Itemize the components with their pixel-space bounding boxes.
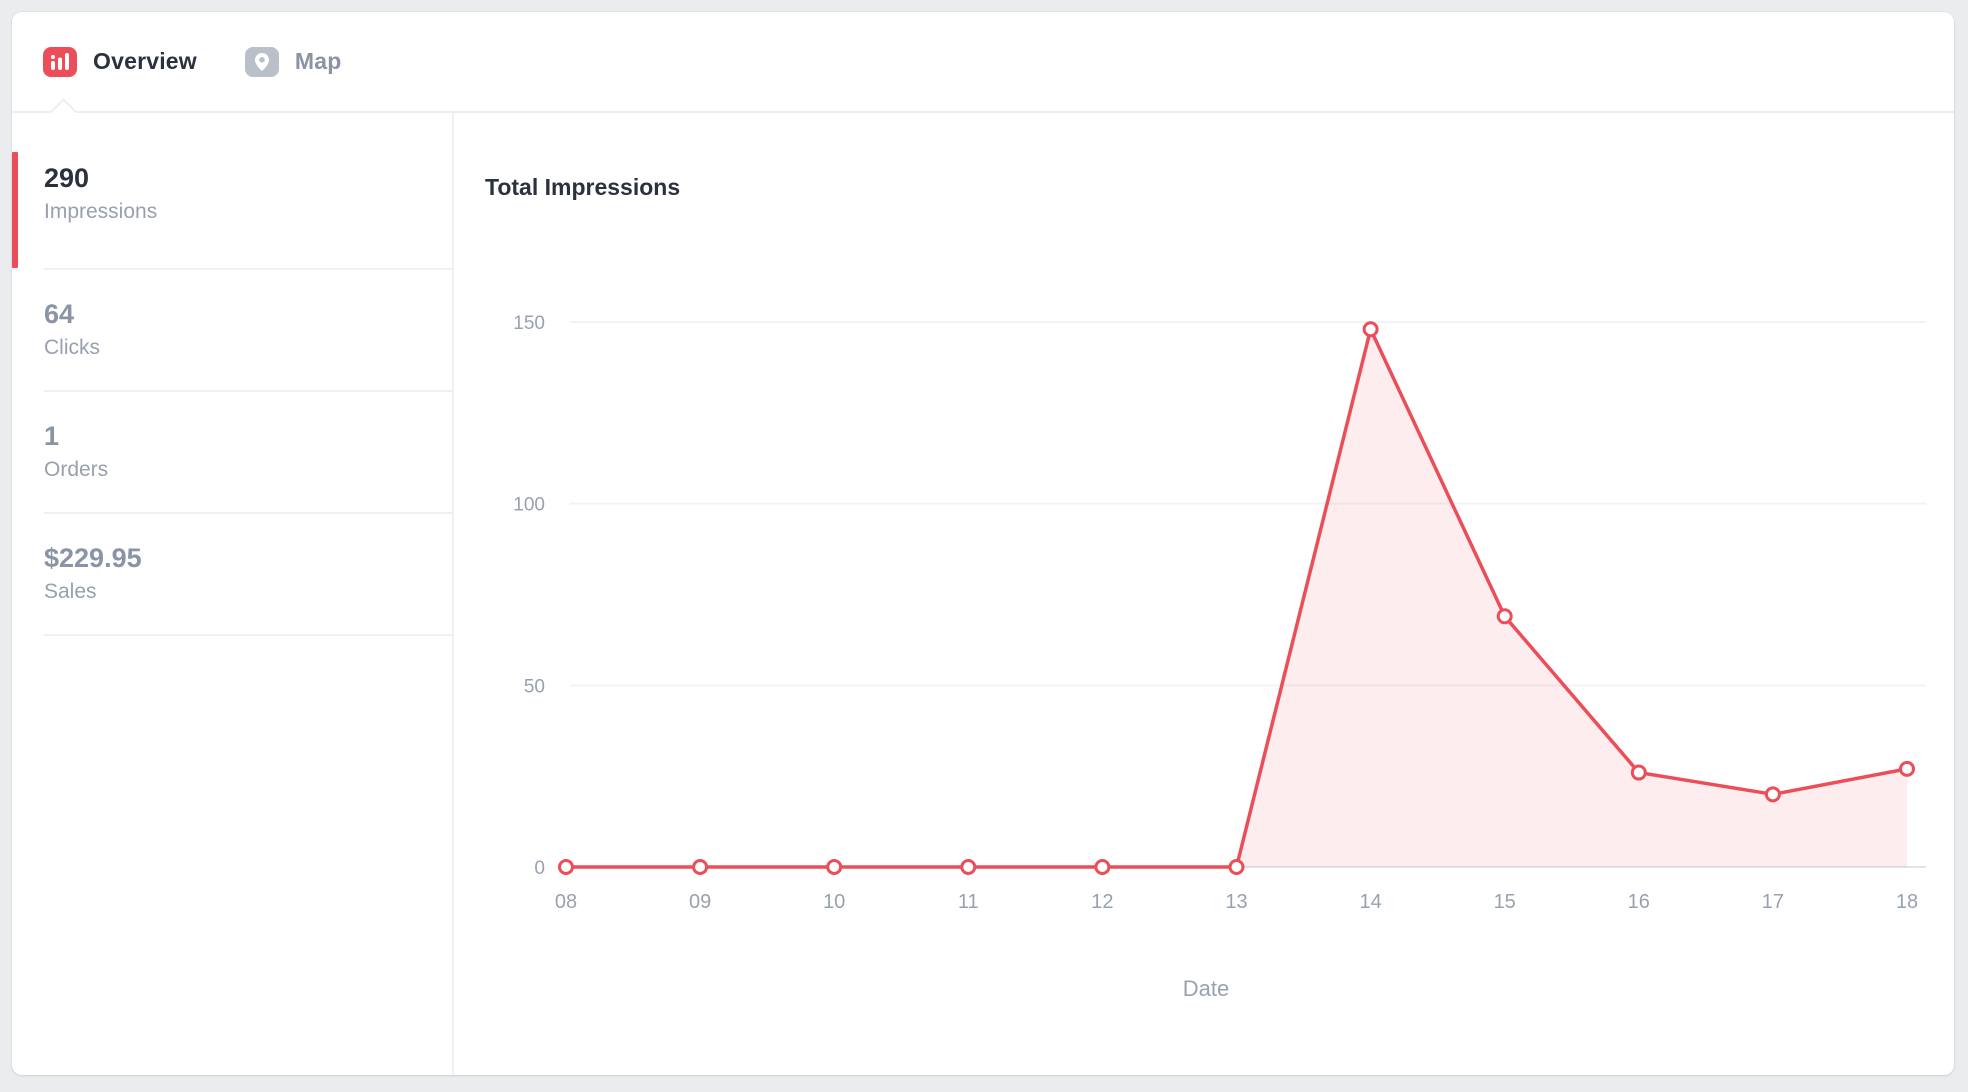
metric-value: 64 (44, 299, 75, 329)
metric-value: 290 (44, 163, 90, 193)
data-point[interactable] (558, 859, 574, 875)
metric-label: Sales (44, 580, 97, 603)
data-point[interactable] (692, 859, 709, 875)
x-tick-label: 18 (1896, 891, 1918, 913)
y-tick-label: 0 (534, 858, 545, 879)
data-point[interactable] (1630, 764, 1647, 781)
metric-label: Clicks (44, 336, 100, 359)
metric-impressions[interactable]: 290 Impressions (12, 113, 452, 270)
x-tick-label: 15 (1494, 891, 1516, 913)
metric-value: $229.95 (44, 543, 142, 573)
metrics-sidebar: 290 Impressions 64 Clicks 1 Orders $229.… (12, 113, 454, 1075)
x-tick-label: 11 (958, 891, 979, 913)
tab-overview-label: Overview (93, 48, 197, 74)
data-point[interactable] (1899, 760, 1915, 777)
y-tick-label: 50 (524, 676, 545, 697)
metric-value: 1 (44, 421, 60, 451)
x-tick-label: 13 (1225, 891, 1247, 913)
series-area (566, 329, 1907, 867)
metric-clicks[interactable]: 64 Clicks (12, 270, 452, 392)
tab-map-label: Map (294, 48, 342, 74)
chart-title: Total Impressions (485, 174, 681, 200)
metric-label: Orders (44, 458, 109, 481)
x-tick-label: 17 (1762, 891, 1784, 913)
data-point[interactable] (1496, 608, 1513, 625)
map-pin-icon (244, 46, 279, 77)
x-tick-label: 14 (1359, 891, 1381, 913)
data-point[interactable] (826, 859, 843, 875)
data-point[interactable] (1094, 859, 1111, 875)
data-point[interactable] (960, 859, 977, 875)
tab-map[interactable]: Map (244, 46, 342, 77)
analytics-card: Overview Map 290 Impressions 64 Clicks 1… (12, 12, 1954, 1075)
tab-overview[interactable]: Overview (43, 46, 197, 77)
data-point[interactable] (1362, 321, 1379, 338)
y-tick-label: 100 (513, 495, 545, 516)
x-tick-label: 08 (555, 891, 577, 913)
metric-sales[interactable]: $229.95 Sales (12, 514, 452, 636)
y-tick-label: 150 (513, 313, 545, 334)
bar-chart-icon (43, 46, 77, 77)
x-tick-label: 10 (823, 891, 845, 913)
x-tick-label: 16 (1628, 891, 1650, 913)
x-tick-label: 12 (1091, 891, 1113, 913)
tab-bar: Overview Map (12, 12, 1954, 125)
x-tick-label: 09 (689, 891, 711, 913)
data-point[interactable] (1764, 786, 1781, 803)
impressions-chart: 150 100 50 0 08 09 10 11 12 13 14 15 16 17 18 Date (513, 313, 1926, 1001)
metric-orders[interactable]: 1 Orders (12, 392, 452, 514)
data-point[interactable] (1228, 859, 1245, 875)
metric-label: Impressions (44, 200, 158, 223)
x-axis-title: Date (1183, 976, 1229, 1001)
